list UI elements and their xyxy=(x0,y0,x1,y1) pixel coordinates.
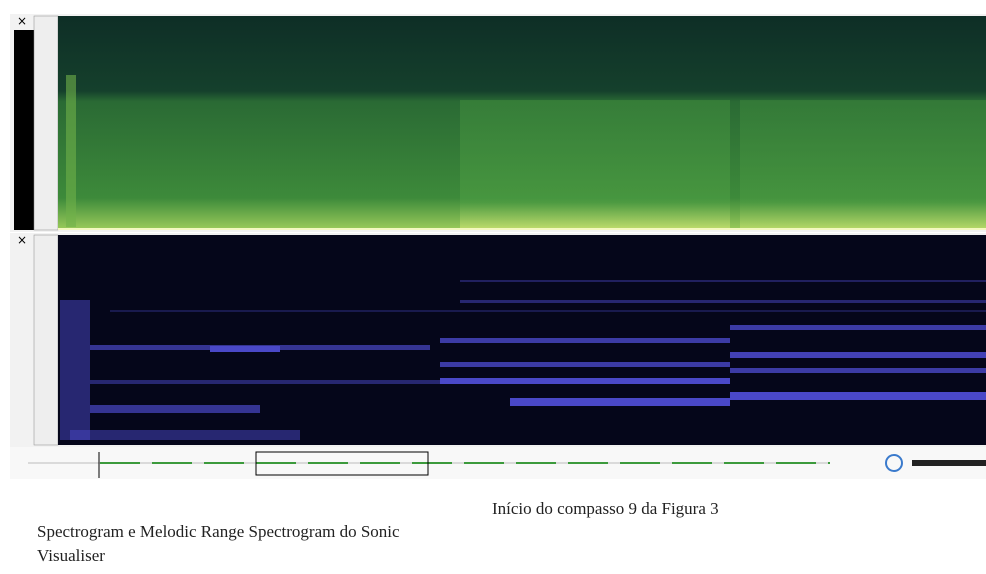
sonic-visualiser-window: × × xyxy=(10,14,986,479)
harmonic xyxy=(90,380,440,384)
caption: Spectrogram e Melodic Range Spectrogram … xyxy=(37,522,400,565)
harmonic xyxy=(440,378,730,384)
spectrogram-region xyxy=(740,100,986,228)
harmonic xyxy=(730,392,986,400)
view-box[interactable] xyxy=(255,451,429,476)
figure-note: Início do compasso 9 da Figura 3 xyxy=(492,499,719,518)
frequency-scale xyxy=(33,234,59,446)
harmonic xyxy=(70,430,300,440)
harmonic xyxy=(730,325,986,330)
slider[interactable] xyxy=(912,460,986,466)
speed-dial[interactable] xyxy=(885,454,903,472)
harmonic xyxy=(110,310,986,312)
harmonic xyxy=(210,346,280,352)
spectrogram-region xyxy=(460,100,730,228)
close-icon[interactable]: × xyxy=(17,14,27,28)
harmonic xyxy=(510,398,730,406)
onset xyxy=(66,75,76,227)
close-icon[interactable]: × xyxy=(17,233,27,247)
harmonic xyxy=(730,352,986,358)
harmonics xyxy=(60,280,986,440)
scale-strip xyxy=(14,30,34,230)
frequency-scale xyxy=(33,15,59,231)
harmonic xyxy=(440,338,730,343)
harmonic xyxy=(440,362,730,367)
harmonic xyxy=(460,280,986,282)
harmonic xyxy=(730,368,986,373)
harmonic xyxy=(90,405,260,413)
harmonic xyxy=(60,300,90,440)
harmonic xyxy=(460,300,986,303)
